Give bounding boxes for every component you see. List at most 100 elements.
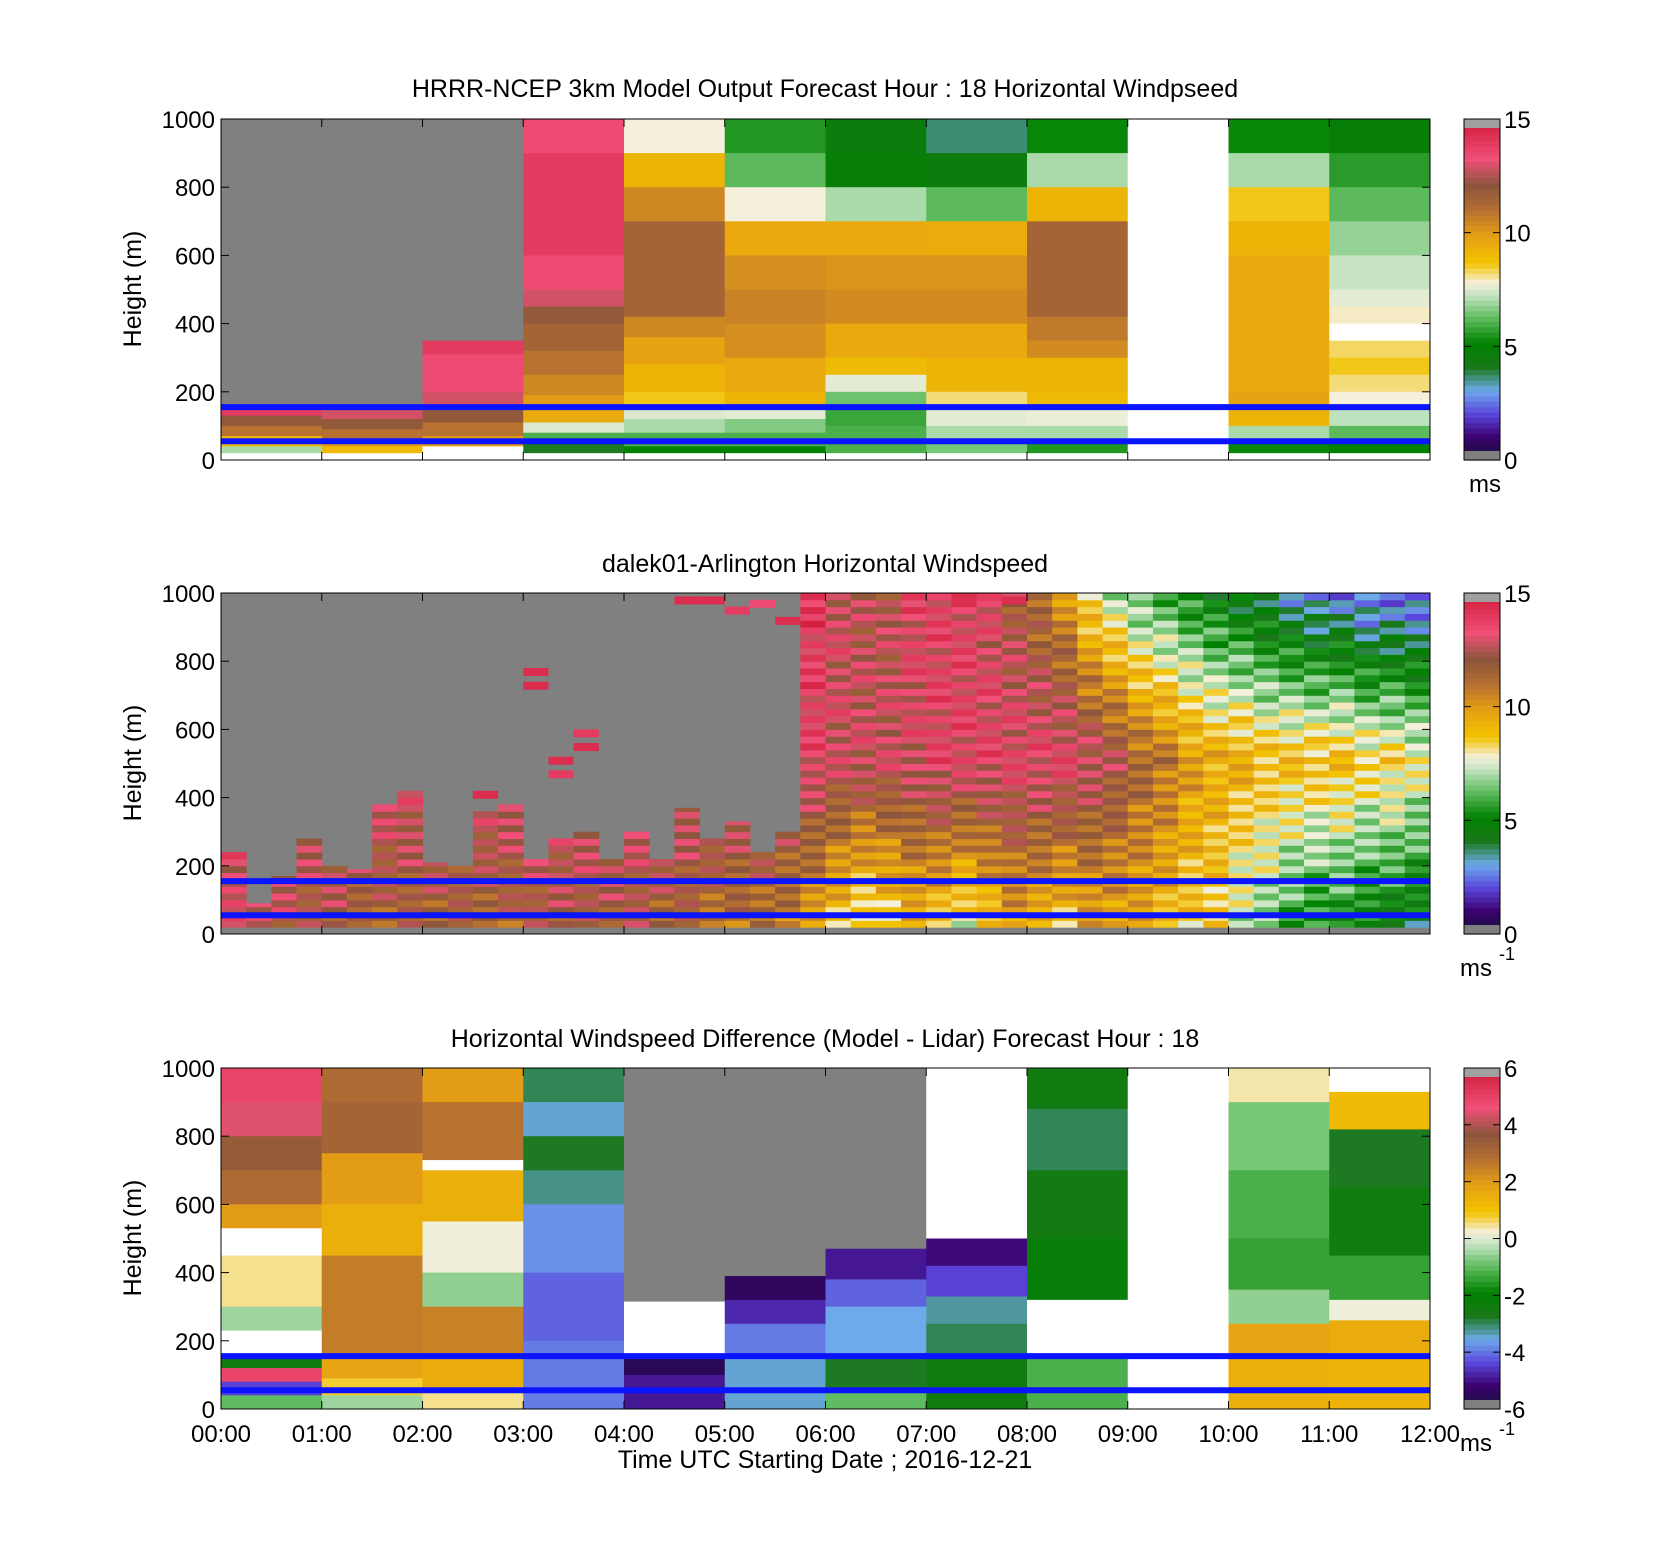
heatmap-cell: [1278, 736, 1305, 744]
heatmap-cell: [1178, 654, 1204, 662]
heatmap-cell: [1228, 783, 1255, 792]
heatmap-cell: [1152, 906, 1179, 915]
colorbar-swatch: [1464, 736, 1500, 743]
heatmap-cell: [1228, 606, 1255, 614]
heatmap-cell: [1253, 777, 1280, 785]
heatmap-cell: [1052, 770, 1078, 778]
heatmap-cell: [221, 906, 247, 915]
heatmap-cell: [1027, 790, 1053, 799]
heatmap-cell: [1178, 722, 1204, 730]
colorbar-swatch: [1464, 214, 1500, 221]
heatmap-cell: [573, 906, 600, 915]
heatmap-cell: [1102, 831, 1129, 840]
heatmap-cell: [1203, 695, 1229, 703]
colorbar-swatch: [1464, 182, 1500, 189]
heatmap-cell: [397, 852, 423, 860]
heatmap-cell: [1253, 688, 1280, 696]
heatmap-cell: [724, 899, 751, 908]
colorbar-swatch: [1464, 896, 1500, 903]
heatmap-cell: [800, 688, 826, 696]
y-tick-label: 0: [202, 1397, 215, 1424]
heatmap-cell: [800, 729, 826, 737]
colorbar-swatch: [1464, 1323, 1500, 1330]
heatmap-cell: [1178, 599, 1204, 608]
y-tick-label: 200: [175, 854, 215, 881]
heatmap-cell: [674, 845, 701, 853]
colorbar-swatch: [1464, 646, 1500, 653]
heatmap-cell: [1354, 838, 1381, 846]
heatmap-cell: [1052, 756, 1078, 764]
heatmap-cell: [850, 838, 877, 846]
heatmap-cell: [1027, 852, 1053, 860]
heatmap-cell: [422, 1388, 524, 1409]
heatmap-cell: [1404, 872, 1430, 880]
heatmap-cell: [850, 749, 877, 758]
colorbar-swatch: [1464, 1350, 1500, 1357]
heatmap-cell: [1329, 749, 1355, 758]
heatmap-cell: [901, 715, 927, 724]
heatmap-cell: [976, 763, 1003, 771]
heatmap-cell: [422, 340, 524, 355]
heatmap-cell: [901, 770, 927, 778]
heatmap-cell: [825, 777, 852, 785]
colorbar-swatch: [1464, 635, 1500, 642]
colorbar-tick-label: -6: [1504, 1397, 1525, 1424]
heatmap-cell: [1152, 654, 1179, 662]
heatmap-cell: [875, 620, 902, 628]
heatmap-cell: [825, 289, 927, 325]
heatmap-cell: [1278, 695, 1305, 703]
x-tick-label: 02:00: [392, 1421, 452, 1448]
colorbar-swatch: [1464, 289, 1500, 296]
heatmap-cell: [1278, 715, 1305, 724]
heatmap-cell: [1253, 899, 1280, 908]
heatmap-cell: [875, 708, 902, 717]
heatmap-cell: [1027, 811, 1053, 819]
heatmap-cell: [926, 743, 952, 751]
heatmap-cell: [1203, 838, 1229, 846]
heatmap-cell: [246, 920, 272, 928]
heatmap-cell: [1077, 599, 1104, 608]
heatmap-cell: [1304, 899, 1330, 908]
heatmap-cell: [372, 865, 398, 874]
heatmap-cell: [674, 811, 701, 819]
colorbar-swatch: [1464, 1302, 1500, 1309]
heatmap-cell: [1127, 777, 1154, 785]
heatmap-cell: [1354, 606, 1381, 614]
heatmap-cell: [1404, 838, 1430, 846]
heatmap-cell: [221, 415, 323, 427]
heatmap-cell: [825, 620, 852, 628]
heatmap-cell: [1228, 804, 1255, 812]
colorbar-swatch: [1464, 694, 1500, 701]
heatmap-cell: [1354, 715, 1381, 724]
colorbar-swatch: [1464, 1382, 1500, 1389]
heatmap-cell: [951, 715, 978, 724]
heatmap-cell: [1329, 681, 1355, 689]
colorbar-swatch: [1464, 832, 1500, 839]
heatmap-cell: [875, 606, 902, 614]
heatmap-cell: [1304, 620, 1330, 628]
heatmap-cell: [1102, 811, 1129, 819]
heatmap-cell: [1304, 845, 1330, 853]
heatmap-cell: [850, 633, 877, 642]
heatmap-cell: [1077, 845, 1104, 853]
heatmap-cell: [1001, 831, 1028, 840]
colorbar-swatch: [1464, 614, 1500, 621]
heatmap-cell: [397, 893, 423, 901]
heatmap-cell: [1228, 845, 1255, 853]
colorbar-swatch: [1464, 188, 1500, 195]
heatmap-cell: [1354, 674, 1381, 683]
x-tick-label: 04:00: [594, 1421, 654, 1448]
x-tick-label: 05:00: [695, 1421, 755, 1448]
heatmap-cell: [271, 886, 298, 894]
heatmap-cell: [221, 886, 247, 894]
heatmap-cell: [976, 729, 1003, 737]
heatmap-cell: [951, 893, 978, 901]
heatmap-cell: [1304, 708, 1330, 717]
heatmap-cell: [447, 906, 474, 915]
heatmap-cell: [523, 255, 625, 290]
heatmap-cell: [951, 729, 978, 737]
heatmap-cell: [875, 906, 902, 915]
heatmap-cell: [926, 119, 1028, 154]
heatmap-cell: [951, 818, 978, 826]
heatmap-cell: [674, 920, 701, 928]
